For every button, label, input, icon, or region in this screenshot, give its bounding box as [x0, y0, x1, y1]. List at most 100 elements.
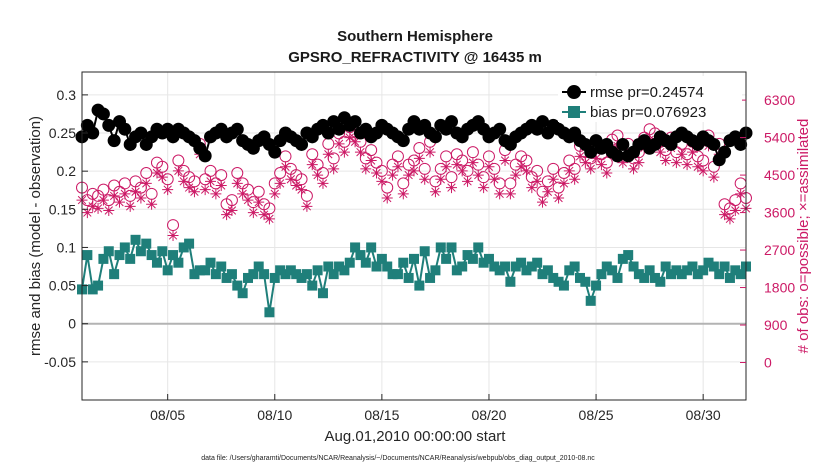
bias-point	[558, 280, 569, 291]
bias-point	[82, 250, 93, 261]
obs-assimilated-point	[579, 157, 591, 169]
bias-point	[109, 269, 120, 280]
obs-assimilated-point	[451, 159, 463, 171]
obs-assimilated-point	[279, 161, 291, 173]
y2-tick-label: 0	[764, 355, 772, 371]
bias-point	[162, 265, 173, 276]
obs-assimilated-point	[328, 163, 340, 175]
bias-point	[633, 269, 644, 280]
obs-assimilated-point	[371, 167, 383, 179]
obs-assimilated-point	[590, 152, 602, 164]
obs-assimilated-point	[231, 177, 243, 189]
obs-assimilated-point	[686, 146, 698, 158]
obs-assimilated-point	[585, 163, 597, 175]
bias-point	[575, 272, 585, 283]
legend-rmse-marker	[567, 85, 581, 99]
bias-point	[237, 288, 248, 299]
rmse-point	[734, 137, 748, 151]
x-tick-label: 08/20	[471, 407, 506, 423]
bias-point	[350, 242, 361, 253]
obs-assimilated-point	[301, 200, 313, 212]
bias-point	[275, 265, 286, 276]
y-axis-label: rmse and bias (model - observation)	[27, 116, 44, 356]
bias-point	[537, 269, 548, 280]
obs-assimilated-point	[628, 163, 640, 175]
bias-point	[660, 261, 671, 272]
bias-point	[483, 253, 494, 264]
obs-assimilated-point	[553, 192, 565, 204]
bias-point	[301, 269, 312, 280]
bias-point	[419, 246, 430, 257]
obs-assimilated-point	[633, 157, 645, 169]
bias-point	[312, 265, 323, 276]
bias-point	[478, 257, 489, 268]
obs-assimilated-point	[681, 159, 693, 171]
bias-series-layer	[77, 234, 751, 318]
rmse-point	[295, 137, 309, 151]
obs-assimilated-point	[670, 157, 682, 169]
bias-point	[601, 261, 612, 272]
y2-tick-label: 1800	[764, 280, 795, 296]
rmse-point	[118, 122, 132, 136]
bias-point	[516, 257, 527, 268]
y2-tick-label: 900	[764, 317, 788, 333]
obs-assimilated-point	[483, 161, 495, 173]
rmse-point	[536, 115, 550, 129]
rmse-point	[332, 122, 346, 136]
obs-assimilated-point	[558, 177, 570, 189]
obs-assimilated-point	[601, 167, 613, 179]
obs-assimilated-point	[119, 188, 131, 200]
bias-point	[542, 265, 553, 276]
bias-point	[355, 250, 366, 261]
bias-point	[360, 257, 371, 268]
bias-point	[607, 265, 618, 276]
obs-assimilated-point	[376, 175, 388, 187]
bias-point	[141, 238, 152, 249]
rmse-point	[584, 145, 598, 159]
rmse-point	[134, 126, 148, 140]
legend-bias-label: bias pr=0.076923	[590, 104, 706, 121]
obs-assimilated-point	[349, 136, 361, 148]
bias-point	[114, 250, 125, 261]
obs-possible-point	[86, 187, 99, 200]
y-axis-ticks: -0.05 0 0.05 0.1 0.15 0.2 0.25 0.3	[44, 87, 88, 370]
obs-assimilated-point	[435, 173, 447, 185]
bias-point	[328, 269, 339, 280]
bias-point	[243, 272, 253, 283]
bias-point	[735, 269, 746, 280]
bias-point	[173, 257, 184, 268]
obs-assimilated-point	[113, 196, 125, 208]
bias-point	[264, 307, 275, 318]
bias-point	[323, 261, 334, 272]
x-tick-label: 08/10	[257, 407, 292, 423]
obs-assimilated-point	[724, 213, 736, 225]
bias-point	[200, 265, 211, 276]
bias-point	[221, 272, 232, 283]
bias-point	[510, 261, 521, 272]
bias-point	[226, 269, 237, 280]
bias-point	[569, 261, 580, 272]
obs-assimilated-point	[146, 198, 158, 210]
bias-point	[473, 242, 484, 253]
bias-point	[344, 257, 355, 268]
bias-point	[317, 288, 328, 299]
rmse-point	[230, 122, 244, 136]
bias-point	[103, 246, 114, 257]
bias-point	[403, 272, 414, 283]
bias-point	[291, 269, 302, 280]
y-tick-label: 0.05	[49, 278, 76, 294]
legend-bias-marker	[568, 106, 580, 118]
obs-assimilated-point	[494, 188, 506, 200]
x-tick-label: 08/05	[150, 407, 185, 423]
y2-tick-label: 6300	[764, 92, 795, 108]
bias-point	[521, 265, 532, 276]
obs-assimilated-point	[140, 177, 152, 189]
obs-assimilated-point	[381, 192, 393, 204]
bias-point	[698, 265, 709, 276]
bias-point	[553, 276, 564, 287]
obs-assimilated-point	[397, 188, 409, 200]
obs-assimilated-point	[312, 169, 324, 181]
bias-point	[387, 269, 398, 280]
bias-point	[307, 280, 318, 291]
rmse-point	[348, 115, 362, 129]
